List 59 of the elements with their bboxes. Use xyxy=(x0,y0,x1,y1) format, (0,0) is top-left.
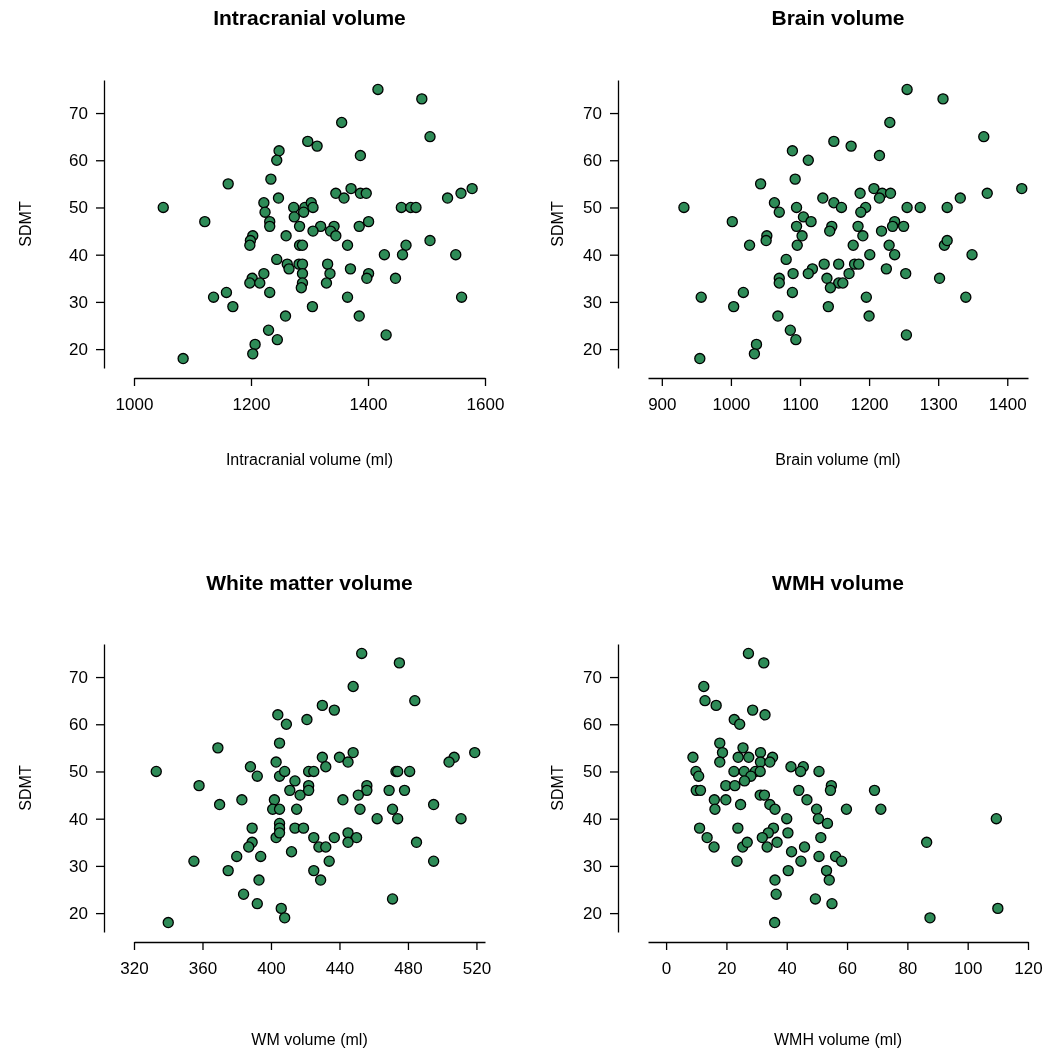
chart-title: White matter volume xyxy=(206,571,413,594)
x-tick-label: 0 xyxy=(661,959,672,979)
y-tick-label: 30 xyxy=(69,856,88,876)
x-axis-title: Brain volume (ml) xyxy=(775,451,901,468)
x-tick-label: 120 xyxy=(1014,959,1043,979)
x-tick-label: 1000 xyxy=(115,395,154,415)
x-tick-label: 480 xyxy=(394,959,423,979)
x-tick-label: 440 xyxy=(325,959,355,979)
y-tick-label: 70 xyxy=(583,667,602,687)
y-tick-label: 70 xyxy=(69,103,88,123)
y-axis-title: SDMT xyxy=(16,765,34,811)
y-tick-label: 20 xyxy=(69,340,88,360)
x-tick-label: 320 xyxy=(120,959,149,979)
x-tick-label: 520 xyxy=(462,959,492,979)
y-tick-label: 60 xyxy=(69,715,88,735)
x-tick-label: 20 xyxy=(717,959,737,979)
x-tick-label: 1200 xyxy=(850,395,889,415)
chart-title: WMH volume xyxy=(772,571,904,594)
y-tick-label: 20 xyxy=(69,904,88,924)
x-axis-title: WMH volume (ml) xyxy=(774,1031,902,1048)
y-tick-label: 50 xyxy=(69,762,88,782)
x-tick-label: 360 xyxy=(188,959,218,979)
x-tick-label: 1300 xyxy=(919,395,958,415)
y-axis-title: SDMT xyxy=(548,201,566,247)
y-tick-label: 70 xyxy=(583,103,602,123)
y-tick-label: 60 xyxy=(583,151,602,171)
x-tick-label: 40 xyxy=(777,959,797,979)
x-tick-label: 1200 xyxy=(232,395,271,415)
y-tick-label: 60 xyxy=(583,715,602,735)
y-tick-label: 40 xyxy=(69,809,88,829)
y-tick-label: 40 xyxy=(583,809,602,829)
y-tick-label: 20 xyxy=(583,904,602,924)
x-axis-title: WM volume (ml) xyxy=(251,1031,368,1048)
y-tick-label: 50 xyxy=(583,762,602,782)
y-tick-label: 20 xyxy=(583,340,602,360)
x-tick-label: 100 xyxy=(954,959,983,979)
x-tick-label: 1100 xyxy=(782,395,819,415)
x-tick-label: 1000 xyxy=(712,395,751,415)
chart-title: Brain volume xyxy=(771,6,905,29)
x-tick-label: 900 xyxy=(648,395,677,415)
y-axis-title: SDMT xyxy=(16,201,34,247)
chart-title: Intracranial volume xyxy=(213,6,406,29)
y-tick-label: 70 xyxy=(69,667,88,687)
y-tick-label: 30 xyxy=(583,856,602,876)
y-tick-label: 50 xyxy=(69,198,88,218)
y-tick-label: 50 xyxy=(583,198,602,218)
y-tick-label: 30 xyxy=(583,292,602,312)
x-tick-label: 60 xyxy=(838,959,858,979)
x-tick-label: 400 xyxy=(257,959,286,979)
x-tick-label: 80 xyxy=(898,959,918,979)
x-tick-label: 1400 xyxy=(349,395,388,415)
y-axis-title: SDMT xyxy=(548,765,566,811)
x-axis-title: Intracranial volume (ml) xyxy=(225,451,394,468)
x-tick-label: 1600 xyxy=(466,395,505,415)
y-tick-label: 60 xyxy=(69,151,88,171)
x-tick-label: 1400 xyxy=(988,395,1027,415)
y-tick-label: 40 xyxy=(583,245,602,265)
y-tick-label: 30 xyxy=(69,292,88,312)
y-tick-label: 40 xyxy=(69,245,88,265)
